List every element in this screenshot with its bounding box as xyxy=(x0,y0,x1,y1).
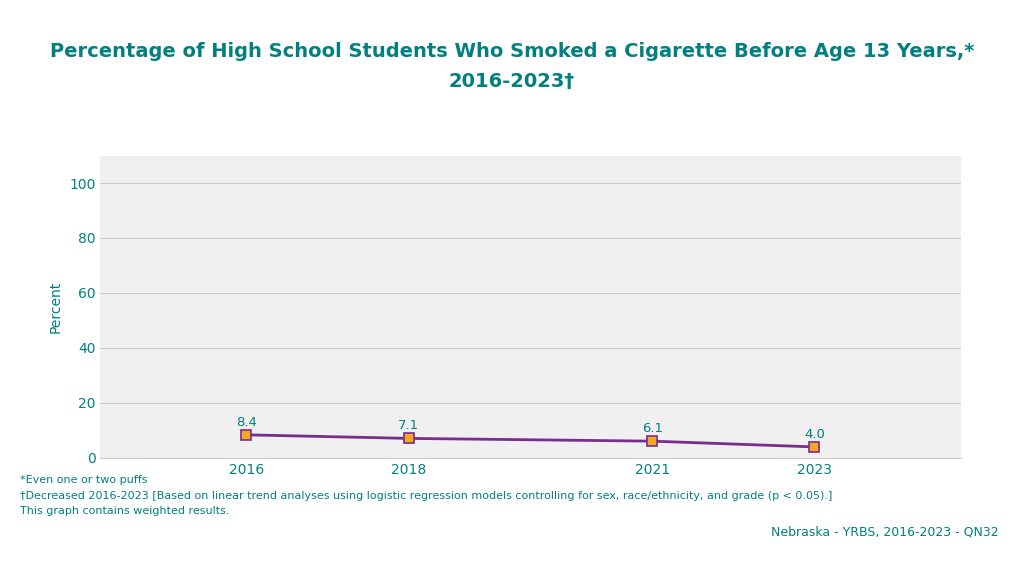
Text: This graph contains weighted results.: This graph contains weighted results. xyxy=(20,506,230,516)
Y-axis label: Percent: Percent xyxy=(48,281,62,333)
Text: *Even one or two puffs: *Even one or two puffs xyxy=(20,475,148,485)
Text: 2016-2023†: 2016-2023† xyxy=(449,73,575,91)
Text: 4.0: 4.0 xyxy=(804,428,825,441)
Text: 6.1: 6.1 xyxy=(642,422,663,435)
Text: Percentage of High School Students Who Smoked a Cigarette Before Age 13 Years,*: Percentage of High School Students Who S… xyxy=(50,43,974,61)
Text: 7.1: 7.1 xyxy=(398,419,419,433)
Text: †Decreased 2016-2023 [Based on linear trend analyses using logistic regression m: †Decreased 2016-2023 [Based on linear tr… xyxy=(20,491,833,501)
Text: Nebraska - YRBS, 2016-2023 - QN32: Nebraska - YRBS, 2016-2023 - QN32 xyxy=(771,525,998,539)
Text: 8.4: 8.4 xyxy=(236,416,257,429)
